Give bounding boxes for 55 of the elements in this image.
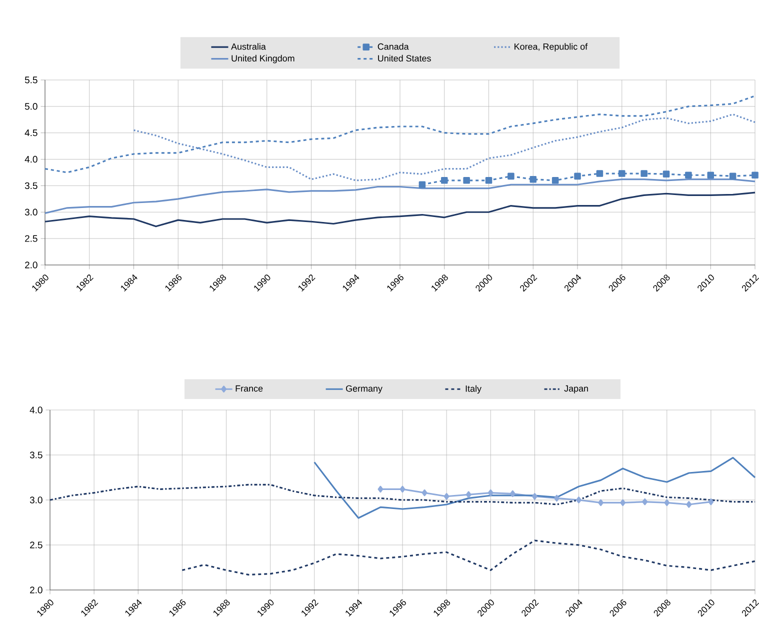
- point: [552, 177, 559, 184]
- point: [620, 499, 626, 506]
- point: [440, 177, 448, 184]
- line-series: [132, 114, 756, 182]
- point: [510, 490, 516, 498]
- legend-label: Germany: [346, 385, 382, 394]
- point: [576, 496, 582, 504]
- y-tick-label: 5.5: [24, 76, 38, 84]
- point: [662, 170, 670, 178]
- point: [618, 170, 626, 177]
- y-tick-label: 5.0: [24, 103, 38, 110]
- y-tick-label: 2.0: [25, 262, 38, 268]
- y-tick-label: 2.0: [30, 586, 42, 594]
- point: [554, 494, 560, 502]
- legend-label: Korea, Republic of: [514, 43, 588, 52]
- point: [729, 172, 736, 180]
- legend-label: France: [236, 385, 263, 392]
- y-tick-label: 4.0: [30, 406, 42, 414]
- line-series: [44, 192, 756, 228]
- point: [596, 170, 604, 177]
- legend-label: United Kingdom: [232, 54, 294, 64]
- point: [444, 492, 450, 500]
- point: [422, 489, 428, 496]
- point: [508, 172, 514, 180]
- legend-label: Japan: [564, 385, 588, 394]
- y-tick-label: 2.5: [30, 542, 42, 548]
- y-tick-label: 3.5: [30, 452, 42, 458]
- legend-label: Canada: [378, 43, 409, 50]
- point: [485, 177, 492, 184]
- point: [378, 486, 384, 493]
- y-tick-label: 4.0: [24, 156, 38, 163]
- point: [707, 172, 714, 179]
- y-tick-label: 3.0: [24, 208, 38, 216]
- point: [598, 499, 604, 506]
- point: [488, 489, 494, 496]
- point: [686, 501, 692, 508]
- point: [574, 172, 581, 180]
- point: [400, 486, 406, 493]
- point: [664, 499, 670, 506]
- legend-label: United States: [378, 54, 431, 62]
- point: [640, 170, 648, 177]
- point: [530, 176, 537, 183]
- point: [418, 181, 426, 188]
- point: [463, 177, 470, 184]
- legend-label: Australia: [231, 43, 266, 50]
- y-tick-label: 4.5: [24, 130, 38, 136]
- point: [532, 492, 538, 500]
- y-tick-label: 3.5: [24, 182, 38, 190]
- point: [642, 498, 648, 506]
- y-tick-label: 2.5: [25, 235, 38, 242]
- point: [466, 491, 472, 498]
- y-tick-label: 3.0: [30, 496, 42, 504]
- point: [685, 172, 692, 179]
- point: [708, 498, 714, 506]
- legend-label: Italy: [466, 385, 482, 394]
